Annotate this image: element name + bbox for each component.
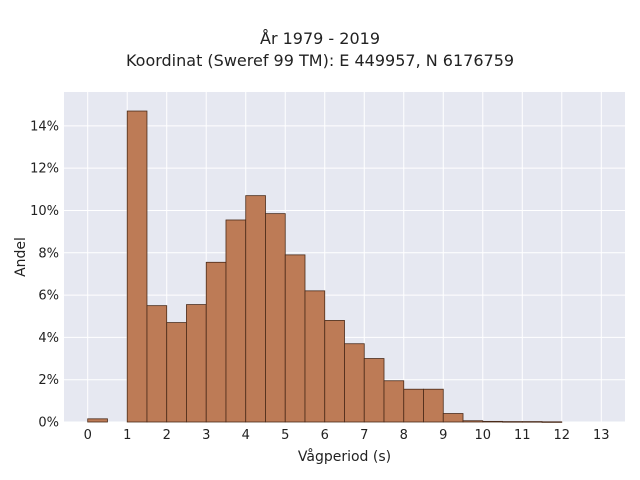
y-tick-labels: 0% 2% 4% 6% 8% 10% 12% 14% (30, 119, 59, 430)
y-tick-label: 6% (38, 289, 59, 304)
y-tick-label: 4% (38, 331, 59, 346)
x-tick-label: 4 (242, 428, 250, 443)
chart-title: År 1979 - 2019 Koordinat (Sweref 99 TM):… (0, 28, 640, 72)
y-tick-label: 10% (30, 204, 59, 219)
y-tick-label: 14% (30, 119, 59, 134)
histogram-bar (186, 304, 207, 423)
histogram-bar (383, 380, 405, 423)
histogram-bar (304, 290, 326, 423)
x-tick-label: 7 (360, 428, 368, 443)
chart-title-line-1: År 1979 - 2019 (260, 29, 380, 48)
histogram-bar (482, 420, 503, 423)
x-tick-label: 8 (400, 428, 408, 443)
x-axis-label: Vågperiod (s) (298, 448, 391, 465)
histogram-bar (245, 195, 266, 423)
x-tick-label: 0 (84, 428, 92, 443)
histogram-bar (87, 418, 108, 423)
histogram-bar (166, 322, 187, 423)
histogram-bar (521, 421, 543, 423)
y-tick-label: 2% (38, 373, 59, 388)
histogram-bar (265, 213, 286, 423)
y-tick-label: 12% (30, 162, 59, 177)
x-tick-label: 2 (163, 428, 171, 443)
chart-title-line-2: Koordinat (Sweref 99 TM): E 449957, N 61… (125, 51, 515, 70)
histogram-bar (146, 305, 168, 423)
x-tick-label: 1 (123, 428, 131, 443)
histogram-bar (126, 110, 148, 423)
histogram-bar (225, 219, 247, 423)
histogram-bar (205, 261, 227, 423)
x-tick-label: 5 (281, 428, 289, 443)
x-tick-label: 6 (321, 428, 329, 443)
x-tick-label: 12 (554, 428, 571, 443)
histogram-bar (462, 420, 484, 423)
histogram-bar (502, 421, 523, 423)
y-tick-label: 0% (38, 416, 59, 431)
histogram-bar (284, 254, 306, 423)
x-tick-label: 10 (475, 428, 492, 443)
histogram-bar (363, 358, 385, 423)
x-tick-labels: 0 1 2 3 4 5 6 7 8 9 10 11 12 13 (84, 428, 610, 443)
x-tick-label: 13 (593, 428, 610, 443)
histogram-bar (442, 413, 464, 423)
x-tick-label: 9 (439, 428, 447, 443)
y-axis-label: Andel (13, 237, 29, 277)
bar-layer (87, 110, 563, 423)
histogram-bar (541, 421, 563, 423)
histogram-bar (423, 388, 444, 423)
histogram-bar (324, 320, 345, 423)
histogram-bar (344, 343, 365, 423)
x-tick-label: 11 (514, 428, 531, 443)
y-tick-label: 8% (38, 246, 59, 261)
x-tick-label: 3 (202, 428, 210, 443)
histogram-bar (403, 388, 424, 423)
